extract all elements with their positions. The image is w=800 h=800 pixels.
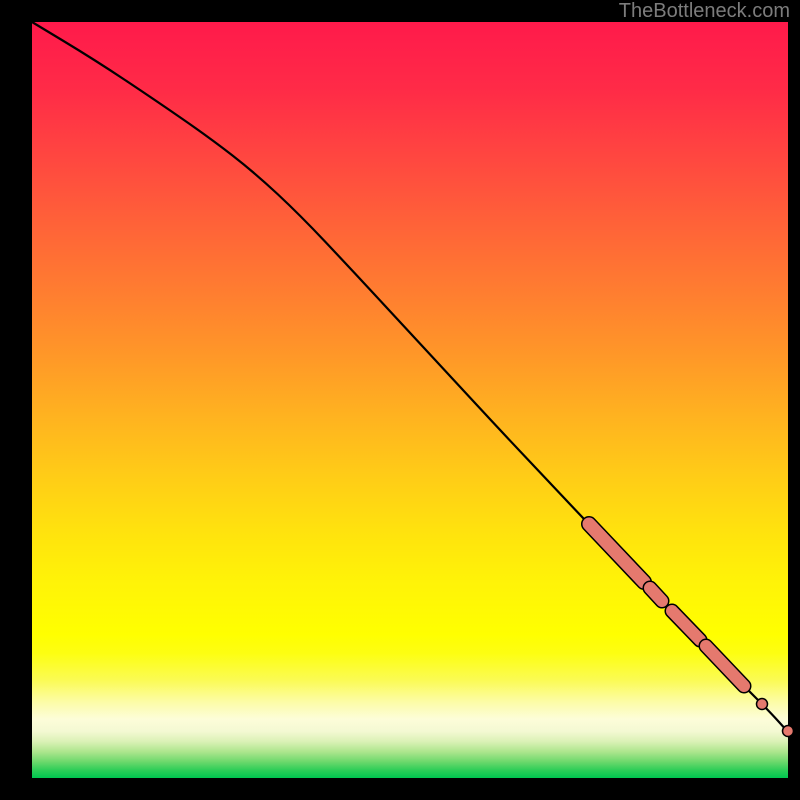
marker-dot	[783, 726, 794, 737]
marker-dot	[757, 699, 768, 710]
chart-frame: { "image_size": { "width": 800, "height"…	[0, 0, 800, 800]
attribution-text: TheBottleneck.com	[619, 0, 790, 23]
marker-group	[589, 524, 794, 737]
plot-area	[32, 22, 788, 778]
curve-layer	[32, 22, 788, 778]
marker-capsule	[706, 646, 744, 686]
marker-capsule	[589, 524, 644, 582]
main-curve	[32, 22, 788, 732]
